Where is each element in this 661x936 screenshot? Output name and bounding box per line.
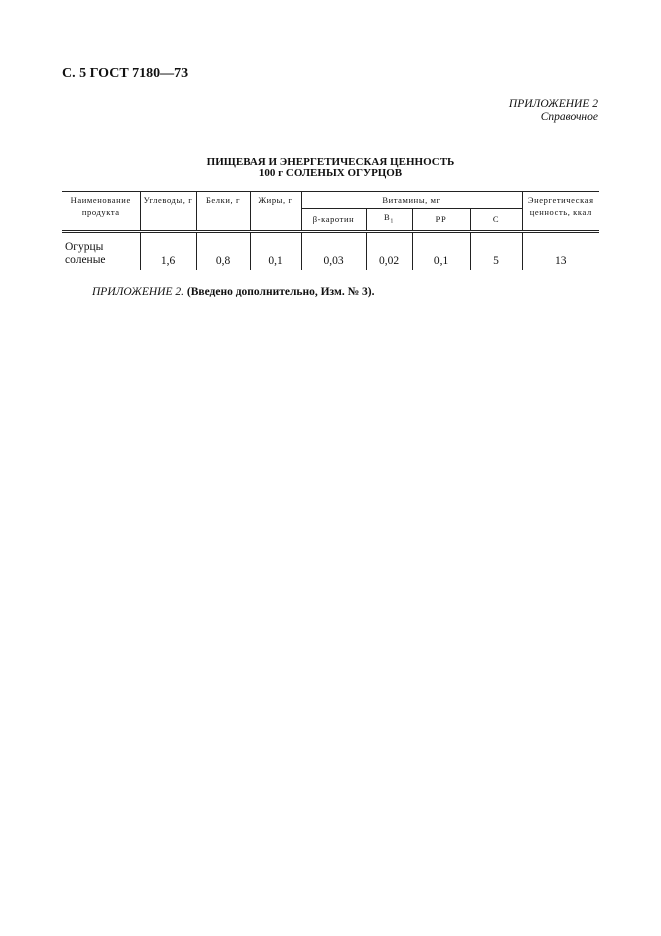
header-fat: Жиры, г <box>249 191 301 232</box>
header-beta-carotene: β-каротин <box>300 208 366 232</box>
nutrition-table: Наименование продукта Углеводы, г Белки,… <box>62 191 599 270</box>
appendix-type: Справочное <box>540 111 598 123</box>
header-carbs: Углеводы, г <box>139 191 196 232</box>
header-protein: Белки, г <box>195 191 250 232</box>
table-title: ПИЩЕВАЯ И ЭНЕРГЕТИЧЕСКАЯ ЦЕННОСТЬ 100 г … <box>62 157 599 179</box>
cell-protein: 0,8 <box>195 231 250 270</box>
header-pp: PP <box>411 208 470 232</box>
page-header: С. 5 ГОСТ 7180—73 <box>62 66 189 81</box>
cell-name: Огурцы соленые <box>65 240 106 266</box>
cell-energy: 13 <box>521 231 599 270</box>
appendix-label: ПРИЛОЖЕНИЕ 2 Справочное <box>509 98 598 124</box>
title-line-2: 100 г СОЛЕНЫХ ОГУРЦОВ <box>258 167 403 179</box>
header-energy: Энергетическая ценность, ккал <box>521 191 599 232</box>
appendix-number: ПРИЛОЖЕНИЕ 2 <box>508 98 598 110</box>
cell-fat: 0,1 <box>249 231 301 270</box>
note-text: (Введено дополнительно, Изм. № 3). <box>186 286 375 298</box>
header-name: Наименование продукта <box>62 191 140 232</box>
cell-c: 5 <box>469 231 522 270</box>
cell-pp: 0,1 <box>411 231 470 270</box>
amendment-note: ПРИЛОЖЕНИЕ 2. (Введено дополнительно, Из… <box>92 286 374 298</box>
table-row: Огурцы соленые 1,6 0,8 0,1 0,03 0,02 0,1… <box>62 231 599 270</box>
cell-carbs: 1,6 <box>139 231 196 270</box>
title-line-1: ПИЩЕВАЯ И ЭНЕРГЕТИЧЕСКАЯ ЦЕННОСТЬ <box>206 156 455 168</box>
cell-b1: 0,02 <box>365 231 412 270</box>
header-c: С <box>469 208 522 232</box>
note-label: ПРИЛОЖЕНИЕ 2. <box>92 286 184 298</box>
header-vitamins: Витамины, мг <box>300 191 522 209</box>
header-b1: B1 <box>365 208 412 232</box>
cell-beta-carotene: 0,03 <box>300 231 366 270</box>
